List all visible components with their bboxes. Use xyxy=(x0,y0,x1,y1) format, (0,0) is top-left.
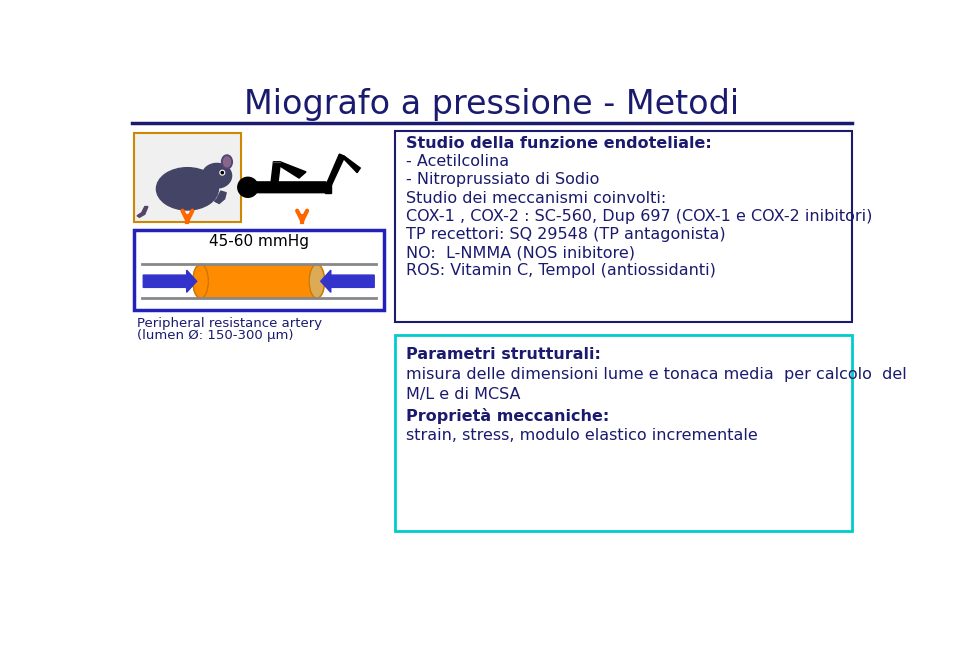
Circle shape xyxy=(221,171,224,174)
Text: strain, stress, modulo elastico incrementale: strain, stress, modulo elastico incremen… xyxy=(406,428,757,443)
Ellipse shape xyxy=(193,264,208,298)
Bar xyxy=(396,335,852,531)
Polygon shape xyxy=(274,162,306,178)
Text: 45-60 mmHg: 45-60 mmHg xyxy=(208,234,309,249)
Polygon shape xyxy=(137,207,148,217)
Text: Proprietà meccaniche:: Proprietà meccaniche: xyxy=(406,408,610,424)
Bar xyxy=(396,131,852,322)
Polygon shape xyxy=(321,270,374,293)
Ellipse shape xyxy=(156,168,219,210)
Ellipse shape xyxy=(203,163,231,188)
Polygon shape xyxy=(255,182,331,193)
Text: NO:  L-NMMA (NOS inibitore): NO: L-NMMA (NOS inibitore) xyxy=(406,245,635,260)
Text: M/L e di MCSA: M/L e di MCSA xyxy=(406,387,520,402)
Text: - Nitroprussiato di Sodio: - Nitroprussiato di Sodio xyxy=(406,172,599,187)
Text: Peripheral resistance artery: Peripheral resistance artery xyxy=(137,317,323,330)
Text: misura delle dimensioni lume e tonaca media  per calcolo  del: misura delle dimensioni lume e tonaca me… xyxy=(406,367,907,382)
Text: TP recettori: SQ 29548 (TP antagonista): TP recettori: SQ 29548 (TP antagonista) xyxy=(406,227,726,242)
Polygon shape xyxy=(143,270,197,293)
Text: ROS: Vitamin C, Tempol (antiossidanti): ROS: Vitamin C, Tempol (antiossidanti) xyxy=(406,263,716,278)
Text: Studio della funzione endoteliale:: Studio della funzione endoteliale: xyxy=(406,136,711,151)
Polygon shape xyxy=(339,154,360,173)
Text: Studio dei meccanismi coinvolti:: Studio dei meccanismi coinvolti: xyxy=(406,191,666,205)
Text: Parametri strutturali:: Parametri strutturali: xyxy=(406,347,601,362)
Text: Miografo a pressione - Metodi: Miografo a pressione - Metodi xyxy=(245,89,739,121)
Bar xyxy=(134,133,241,222)
Text: - Acetilcolina: - Acetilcolina xyxy=(406,154,509,169)
Polygon shape xyxy=(271,162,280,182)
Ellipse shape xyxy=(309,264,324,298)
Circle shape xyxy=(220,171,225,175)
Circle shape xyxy=(238,177,258,197)
Polygon shape xyxy=(325,182,331,193)
Text: COX-1 , COX-2 : SC-560, Dup 697 (COX-1 e COX-2 inibitori): COX-1 , COX-2 : SC-560, Dup 697 (COX-1 e… xyxy=(406,209,873,224)
Ellipse shape xyxy=(222,155,232,169)
Bar xyxy=(134,230,383,310)
Text: (lumen Ø: 150-300 µm): (lumen Ø: 150-300 µm) xyxy=(137,329,294,342)
Ellipse shape xyxy=(224,157,230,167)
Polygon shape xyxy=(214,191,227,203)
Polygon shape xyxy=(325,154,345,186)
Bar xyxy=(201,264,317,298)
